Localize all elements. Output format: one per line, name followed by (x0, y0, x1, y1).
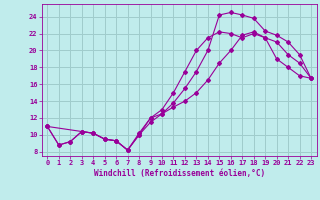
X-axis label: Windchill (Refroidissement éolien,°C): Windchill (Refroidissement éolien,°C) (94, 169, 265, 178)
